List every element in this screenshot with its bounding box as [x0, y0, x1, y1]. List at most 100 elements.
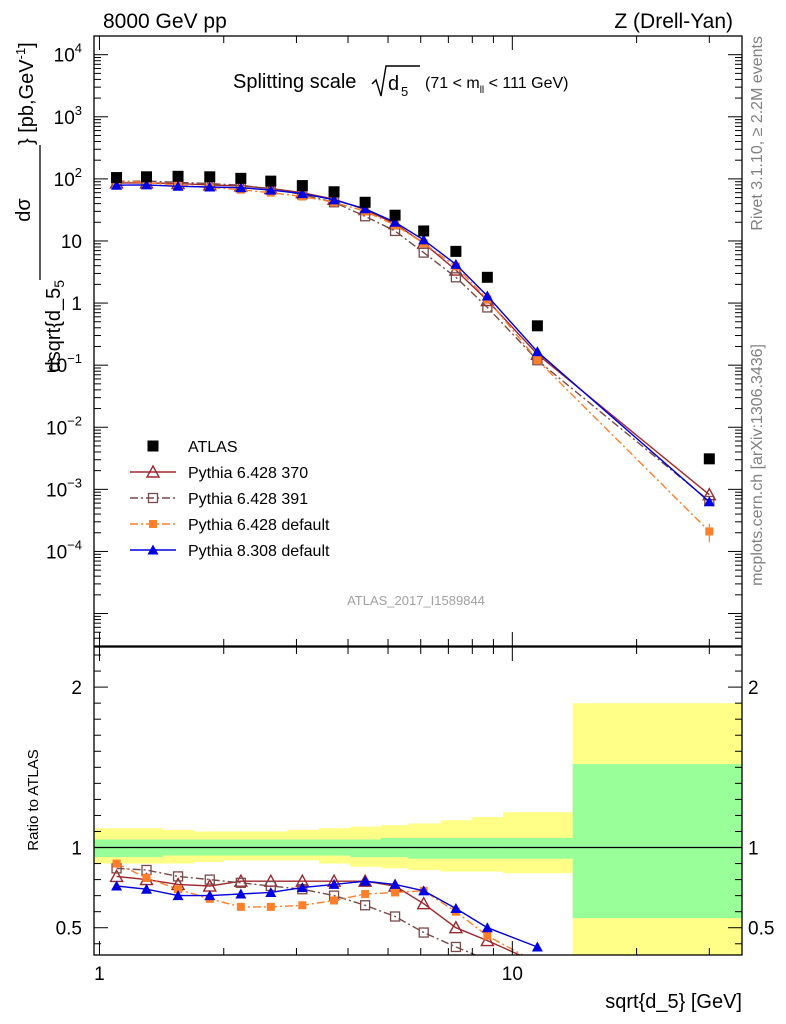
data-point-atlas — [111, 172, 123, 184]
chart-title-cut: (71 < mll < 111 GeV) — [425, 75, 568, 96]
data-point-atlas — [172, 170, 184, 182]
y-tick-label: 10 — [61, 232, 82, 253]
data-point-pythia-8-308-default — [296, 882, 308, 893]
data-point-pythia-8-308-default — [141, 179, 153, 190]
y-tick-label: 10−3 — [46, 475, 82, 501]
axes-frame — [93, 35, 743, 647]
uncertainty-band-inner — [440, 837, 473, 859]
data-point-pythia-8-308-default — [296, 188, 308, 199]
y-tick-label: 102 — [54, 165, 82, 191]
data-point-pythia-6-428-391 — [450, 272, 462, 283]
ratio-y-label: Ratio to ATLAS — [25, 749, 42, 850]
data-point-pythia-6-428-391 — [359, 900, 371, 911]
data-point-pythia-8-308-default — [418, 234, 430, 245]
data-point-pythia-8-308-default — [450, 902, 462, 913]
data-point-pythia-6-428-370 — [531, 957, 543, 968]
data-point-pythia-8-308-default — [481, 290, 493, 301]
data-point-atlas — [328, 186, 340, 198]
analysis-watermark: ATLAS_2017_I1589844 — [347, 593, 485, 608]
data-point-atlas — [204, 171, 216, 183]
data-point-atlas — [235, 172, 247, 184]
series-line-pythia-6-428-default — [116, 862, 525, 955]
data-point-pythia-6-428-391 — [482, 954, 493, 955]
y-tick-label: 1 — [71, 294, 82, 315]
data-point-pythia-6-428-370 — [233, 873, 249, 887]
sqrt-sign-icon — [371, 65, 420, 97]
data-point-pythia-8-308-default — [359, 203, 371, 214]
legend-marker-pythia-6-428-default — [149, 520, 157, 528]
y-tick-label: 1 — [71, 839, 82, 860]
uncertainty-band-inner — [132, 839, 163, 858]
y-tick-label: 10−4 — [46, 537, 82, 563]
ratio-panel: 0.5 0.5 1 1 2 2 1 10 Ratio to ATLAS sqrt{d_5} [… — [25, 646, 774, 1013]
y-label-unit: } [pb,GeV-1] — [13, 42, 38, 145]
data-point-pythia-8-308-default — [172, 180, 184, 191]
data-point-atlas — [703, 453, 715, 465]
data-point-pythia-8-308-default — [265, 184, 277, 195]
data-point-pythia-8-308-default — [418, 885, 430, 896]
data-point-pythia-6-428-default — [483, 931, 492, 940]
data-point-pythia-8-308-default — [389, 878, 401, 889]
data-point-pythia-6-428-default — [330, 896, 339, 905]
data-point-pythia-8-308-default — [450, 258, 462, 269]
data-point-pythia-8-308-default — [172, 890, 184, 901]
data-point-pythia-6-428-default — [266, 902, 275, 911]
legend-marker-pythia-6-428-370 — [145, 464, 161, 478]
y-tick-label-right: 2 — [748, 678, 759, 699]
uncertainty-band-inner — [408, 837, 442, 859]
data-point-atlas — [141, 171, 153, 183]
chart-title-symbol-sub: 5 — [401, 84, 408, 99]
uncertainty-band-inner — [472, 837, 504, 859]
series-line-pythia-6-428-370 — [116, 875, 522, 955]
data-point-pythia-6-428-370 — [448, 920, 464, 934]
data-point-pythia-8-308-default — [204, 890, 216, 901]
uncertainty-band-inner — [503, 837, 574, 859]
data-point-pythia-8-308-default — [389, 216, 401, 227]
data-point-pythia-8-308-default — [111, 179, 123, 190]
y-tick-label: 104 — [54, 41, 82, 67]
y-label-denominator: dsqrt{d_55 — [43, 280, 67, 373]
chart-title-text: Splitting scale — [233, 71, 356, 93]
legend-label-pythia-6-428-370: Pythia 6.428 370 — [188, 465, 308, 482]
legend-label-atlas: ATLAS — [188, 439, 238, 456]
data-point-pythia-6-428-default — [391, 888, 400, 897]
data-point-atlas — [418, 225, 430, 237]
data-point-pythia-6-428-default — [142, 874, 151, 882]
header-left-label: 8000 GeV pp — [103, 10, 227, 33]
ratio-axes: 0.5 0.5 1 1 2 2 1 10 — [56, 646, 774, 985]
data-point-atlas — [265, 175, 277, 187]
series-line-pythia-6-428-default — [116, 179, 710, 532]
data-point-pythia-8-308-default — [328, 878, 340, 889]
y-tick-label-right: 0.5 — [748, 919, 774, 940]
data-point-pythia-8-308-default — [204, 181, 216, 192]
y-tick-label-right: 1 — [748, 839, 759, 860]
data-point-pythia-6-428-370 — [357, 873, 373, 887]
data-point-pythia-6-428-default — [174, 885, 183, 894]
mcplots-label: mcplots.cern.ch [arXiv:1306.3436] — [749, 344, 766, 586]
data-point-pythia-8-308-default — [141, 883, 153, 894]
data-point-pythia-6-428-391 — [235, 877, 246, 888]
uncertainty-band-inner — [94, 839, 133, 858]
data-point-pythia-6-428-default — [361, 890, 370, 899]
data-point-pythia-6-428-default — [112, 859, 121, 868]
legend-label-pythia-8-308-default: Pythia 8.308 default — [188, 543, 330, 560]
x-tick-label: 1 — [94, 964, 105, 985]
y-label-numerator: dσ — [13, 198, 35, 222]
data-point-atlas — [481, 271, 493, 283]
header-right-label: Z (Drell-Yan) — [614, 10, 733, 33]
data-point-pythia-8-308-default — [235, 888, 247, 899]
y-tick-label: 10−1 — [46, 351, 82, 377]
data-point-atlas — [359, 196, 371, 208]
y-tick-label: 10−2 — [46, 413, 82, 439]
x-axis-label: sqrt{d_5} [GeV] — [605, 991, 742, 1013]
legend: ATLAS Pythia 6.428 370 Pythia 6.428 391 Pyt… — [130, 439, 330, 560]
legend-label-pythia-6-428-391: Pythia 6.428 391 — [188, 491, 308, 508]
series-line-pythia-8-308-default — [116, 880, 538, 948]
data-point-pythia-6-428-391 — [389, 911, 401, 922]
data-point-pythia-6-428-391 — [204, 874, 215, 885]
data-point-pythia-8-308-default — [703, 496, 715, 507]
data-point-pythia-8-308-default — [531, 941, 543, 952]
